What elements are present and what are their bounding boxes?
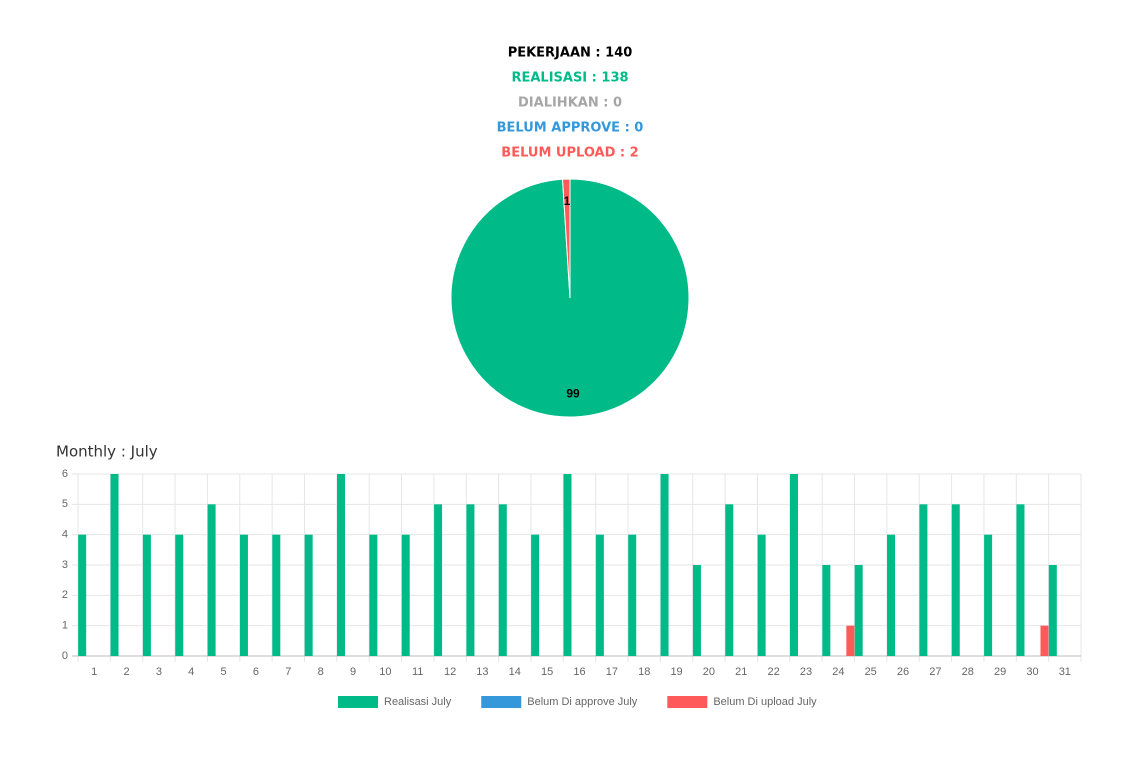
- bar: [919, 504, 928, 656]
- x-tick-label: 15: [541, 666, 553, 678]
- x-tick-label: 29: [994, 666, 1006, 678]
- y-tick-label: 0: [62, 650, 68, 662]
- x-tick-label: 22: [768, 666, 780, 678]
- y-tick-label: 6: [62, 468, 68, 480]
- bar: [207, 504, 216, 656]
- bar: [239, 534, 248, 656]
- bar: [660, 474, 669, 656]
- bar: [175, 534, 184, 656]
- x-tick-label: 8: [318, 666, 324, 678]
- bar: [466, 504, 475, 656]
- x-tick-label: 31: [1059, 666, 1071, 678]
- bar: [692, 565, 701, 656]
- y-tick-label: 3: [62, 559, 68, 571]
- bar: [1048, 565, 1057, 656]
- bar: [757, 534, 766, 656]
- x-tick-label: 9: [350, 666, 356, 678]
- bar: [887, 534, 896, 656]
- x-tick-label: 23: [800, 666, 812, 678]
- x-tick-label: 20: [703, 666, 715, 678]
- summary-line: DIALIHKAN : 0: [518, 96, 622, 111]
- summary-line: BELUM APPROVE : 0: [497, 121, 644, 136]
- bar: [628, 534, 637, 656]
- bar: [142, 534, 151, 656]
- slice-label: 1: [564, 194, 571, 208]
- x-tick-label: 28: [962, 666, 974, 678]
- x-tick-label: 4: [188, 666, 194, 678]
- x-tick-label: 24: [832, 666, 844, 678]
- legend-swatch: [338, 696, 378, 708]
- bar: [337, 474, 346, 656]
- bar: [984, 534, 993, 656]
- bar: [78, 534, 87, 656]
- x-tick-label: 27: [929, 666, 941, 678]
- bar: [498, 504, 507, 656]
- bar: [789, 474, 798, 656]
- x-tick-label: 26: [897, 666, 909, 678]
- x-tick-label: 11: [412, 666, 423, 678]
- x-tick-label: 5: [221, 666, 227, 678]
- x-tick-label: 12: [444, 666, 456, 678]
- pie-slice: [561, 178, 571, 299]
- x-tick-label: 19: [670, 666, 682, 678]
- summary-line: PEKERJAAN : 140: [508, 46, 633, 61]
- legend-label: Belum Di approve July: [527, 696, 638, 708]
- legend-label: Realisasi July: [384, 696, 452, 708]
- slice-label: 99: [566, 387, 580, 401]
- x-tick-label: 14: [509, 666, 521, 678]
- y-tick-label: 1: [62, 620, 68, 632]
- bar: [846, 625, 855, 656]
- summary-line: BELUM UPLOAD : 2: [501, 146, 638, 161]
- y-tick-label: 2: [62, 589, 68, 601]
- legend-swatch: [667, 696, 708, 708]
- bar: [401, 534, 410, 656]
- legend-swatch: [481, 696, 522, 708]
- x-tick-label: 16: [573, 666, 585, 678]
- bar: [951, 504, 960, 656]
- bar: [434, 504, 443, 656]
- x-tick-label: 7: [285, 666, 291, 678]
- bar: [854, 565, 863, 656]
- bar: [531, 534, 540, 656]
- x-tick-label: 18: [638, 666, 650, 678]
- bar: [110, 474, 119, 656]
- bar: [725, 504, 734, 656]
- bar: [369, 534, 378, 656]
- bar: [272, 534, 281, 656]
- chart-title: Monthly : July: [56, 443, 158, 461]
- bar: [595, 534, 604, 656]
- bar: [563, 474, 572, 656]
- y-tick-label: 4: [62, 529, 68, 541]
- bar: [1016, 504, 1025, 656]
- bar: [1040, 625, 1049, 656]
- x-tick-label: 6: [253, 666, 259, 678]
- x-tick-label: 2: [123, 666, 129, 678]
- x-tick-label: 25: [865, 666, 877, 678]
- x-tick-label: 13: [476, 666, 488, 678]
- x-tick-label: 30: [1026, 666, 1038, 678]
- bar: [822, 565, 831, 656]
- x-tick-label: 17: [606, 666, 618, 678]
- summary-line: REALISASI : 138: [511, 71, 628, 86]
- x-tick-label: 1: [91, 666, 97, 678]
- x-tick-label: 3: [156, 666, 162, 678]
- y-tick-label: 5: [62, 498, 68, 510]
- bar: [304, 534, 313, 656]
- x-tick-label: 21: [735, 666, 747, 678]
- legend-label: Belum Di upload July: [713, 696, 817, 708]
- x-tick-label: 10: [379, 666, 391, 678]
